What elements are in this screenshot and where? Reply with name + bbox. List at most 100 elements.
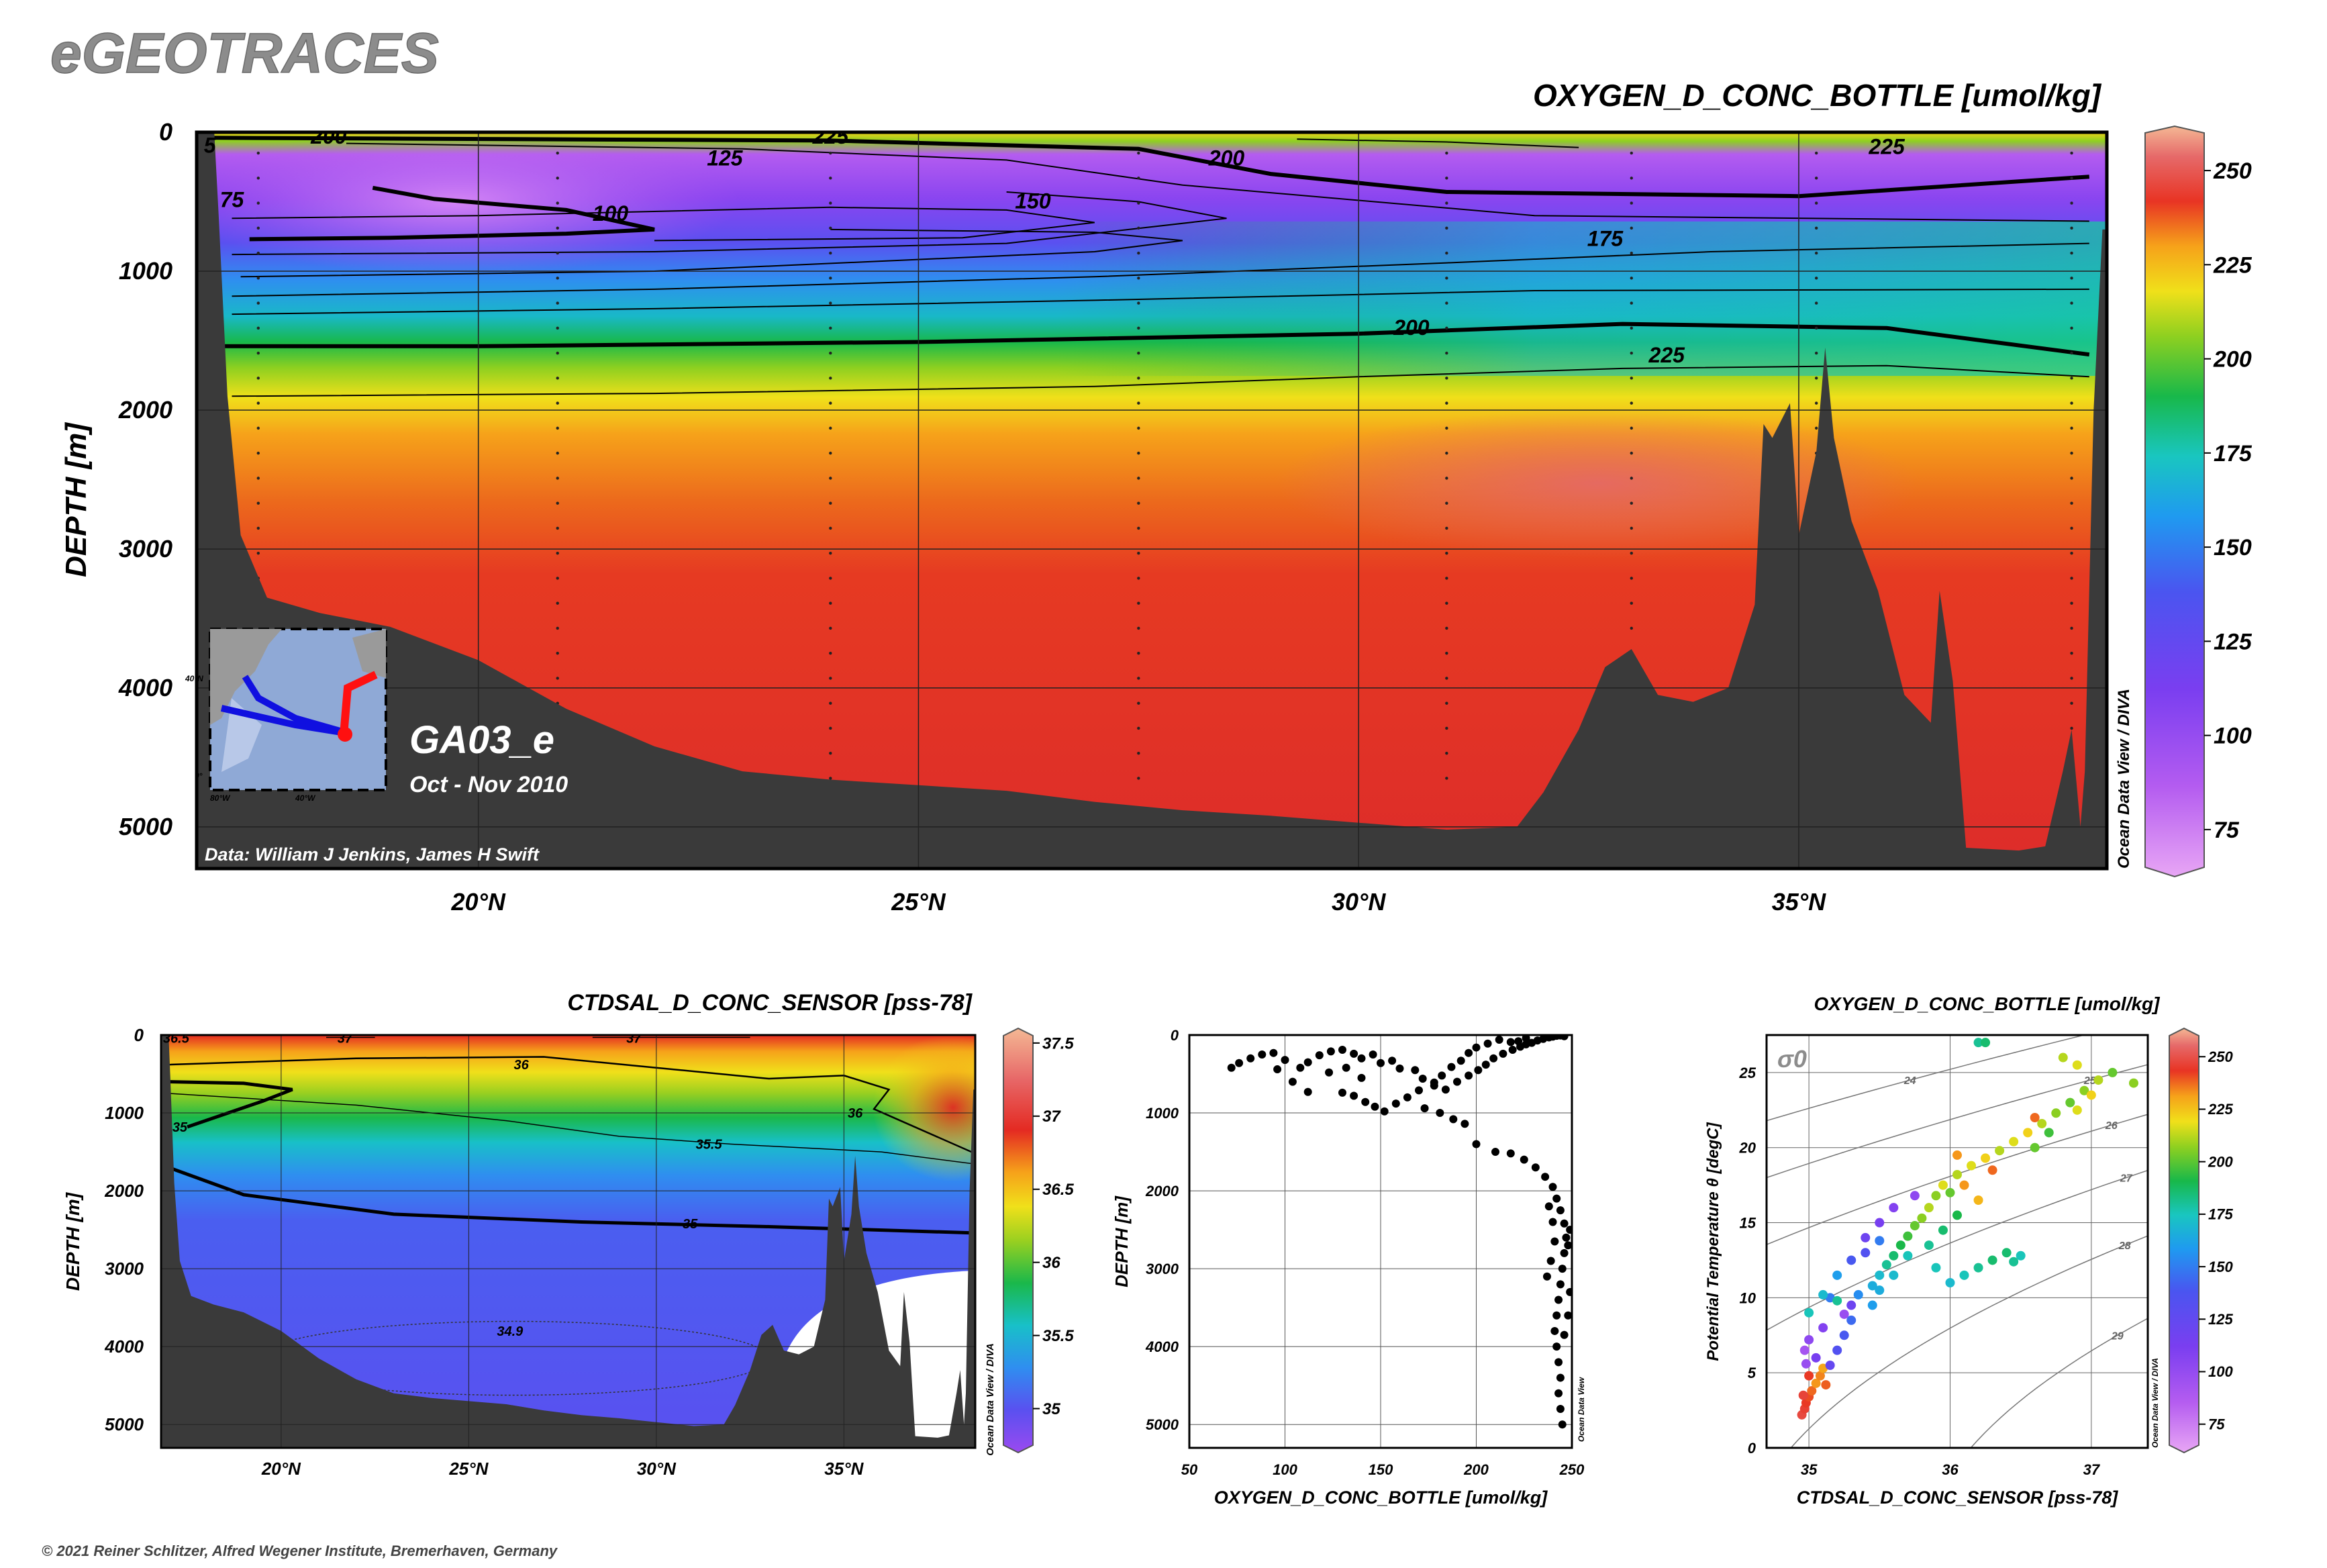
profile-data-point bbox=[1361, 1097, 1370, 1106]
profile-data-point bbox=[1554, 1389, 1563, 1398]
profile-data-point bbox=[1326, 1047, 1335, 1056]
salinity-contour-line bbox=[168, 1056, 972, 1153]
main-station-dot bbox=[256, 551, 260, 555]
profile-data-point bbox=[1288, 1077, 1297, 1086]
main-station-dot bbox=[1814, 401, 1818, 405]
profile-data-point bbox=[1531, 1163, 1540, 1172]
salinity-x-tick-label: 30°N bbox=[637, 1459, 677, 1479]
main-station-dot bbox=[1137, 401, 1140, 405]
main-station-dot bbox=[1445, 701, 1448, 705]
ts-data-point bbox=[1952, 1210, 1962, 1220]
profile-data-point bbox=[1472, 1043, 1481, 1052]
ts-x-tick-label: 36 bbox=[1942, 1461, 1959, 1478]
ts-y-tick-label: 5 bbox=[1748, 1365, 1756, 1381]
ts-data-point bbox=[1818, 1323, 1828, 1333]
main-station-dot bbox=[1445, 451, 1448, 455]
main-station-dot bbox=[1445, 251, 1448, 255]
main-station-dot bbox=[829, 677, 832, 680]
profile-y-tick-label: 0 bbox=[1171, 1027, 1179, 1044]
salinity-contour-label: 35 bbox=[683, 1217, 698, 1232]
main-station-dot bbox=[1814, 201, 1818, 205]
ts-data-point bbox=[1967, 1161, 1977, 1171]
main-contour-label: 200 bbox=[1208, 146, 1245, 170]
colorbar-tick-label: 125 bbox=[2208, 1311, 2233, 1328]
salinity-contour-label: 34.9 bbox=[497, 1324, 524, 1339]
ts-data-point bbox=[1867, 1300, 1877, 1310]
main-contour-labels: 200 225 225 125 100 150 175 200 225 75 200 5 bbox=[204, 132, 1905, 367]
main-station-dot bbox=[256, 426, 260, 430]
profile-data-point bbox=[1556, 1404, 1565, 1413]
main-station-dot bbox=[2070, 626, 2073, 630]
main-station-dot bbox=[1630, 301, 1633, 305]
colorbar-tick-label: 36 bbox=[1042, 1254, 1060, 1272]
profile-data-point bbox=[1456, 1057, 1465, 1065]
ts-data-point bbox=[2058, 1052, 2068, 1063]
colorbar-tick-label: 250 bbox=[2208, 1048, 2233, 1065]
main-station-dot bbox=[556, 601, 559, 605]
profile-data-point bbox=[1566, 1287, 1572, 1296]
ts-data-point bbox=[1995, 1146, 2005, 1156]
profile-data-point bbox=[1418, 1074, 1427, 1083]
ts-data-point bbox=[1807, 1386, 1817, 1396]
main-station-dot bbox=[2070, 551, 2073, 555]
salinity-y-tick-label: 3000 bbox=[105, 1259, 144, 1279]
profile-data-point bbox=[1460, 1120, 1469, 1128]
ts-data-point bbox=[1987, 1165, 1997, 1175]
ts-data-point bbox=[1952, 1169, 1962, 1179]
profile-data-point bbox=[1357, 1054, 1366, 1063]
salinity-contour-label: 37 bbox=[626, 1032, 642, 1046]
profile-data-point bbox=[1453, 1077, 1461, 1086]
main-station-dot bbox=[556, 526, 559, 530]
profile-data-point bbox=[1296, 1063, 1305, 1072]
ts-x-tick-label: 35 bbox=[1801, 1461, 1818, 1478]
ts-data-point bbox=[1931, 1263, 1941, 1273]
salinity-x-tick-label: 20°N bbox=[261, 1459, 301, 1479]
profile-data-point bbox=[1447, 1063, 1456, 1071]
main-contour-label: 150 bbox=[1015, 189, 1051, 213]
ts-isopycnal-label: 24 bbox=[1903, 1075, 1916, 1087]
main-station-dot bbox=[256, 401, 260, 405]
ts-isopycnal-label: 25 bbox=[2083, 1075, 2097, 1087]
salinity-y-axis-label: DEPTH [m] bbox=[62, 1191, 83, 1291]
main-station-dot bbox=[1445, 726, 1448, 730]
ts-data-point bbox=[1818, 1289, 1828, 1300]
ts-data-point bbox=[1973, 1038, 1983, 1048]
main-station-dot bbox=[256, 251, 260, 255]
main-station-dot bbox=[256, 277, 260, 280]
egeotraces-logo: eGEOTRACES bbox=[50, 21, 439, 85]
profile-data-point bbox=[1548, 1183, 1557, 1191]
colorbar-tick-label: 75 bbox=[2214, 818, 2240, 843]
main-station-dot bbox=[1445, 401, 1448, 405]
main-station-dot bbox=[2070, 201, 2073, 205]
main-station-dot bbox=[1445, 752, 1448, 755]
colorbar-tick-label: 200 bbox=[2213, 347, 2252, 373]
profile-data-point bbox=[1303, 1058, 1312, 1067]
profile-data-point bbox=[1542, 1272, 1551, 1281]
ts-data-point bbox=[2072, 1060, 2082, 1070]
main-station-dot bbox=[556, 251, 559, 255]
main-y-tick-label: 3000 bbox=[119, 535, 172, 562]
ts-x-tick-label: 37 bbox=[2083, 1461, 2101, 1478]
ts-data-point bbox=[1825, 1293, 1835, 1303]
ts-data-point bbox=[1945, 1278, 1955, 1287]
main-station-dot bbox=[556, 277, 559, 280]
profile-data-point bbox=[1269, 1048, 1278, 1057]
main-station-dot bbox=[1814, 426, 1818, 430]
ts-data-point bbox=[1804, 1371, 1814, 1381]
main-contour-line bbox=[240, 228, 1183, 278]
ts-data-point bbox=[1981, 1038, 1991, 1048]
main-station-dot bbox=[829, 451, 832, 455]
profile-data-point bbox=[1258, 1050, 1267, 1059]
main-station-dot bbox=[1630, 277, 1633, 280]
ts-data-point bbox=[2051, 1108, 2061, 1118]
main-station-dot bbox=[2070, 301, 2073, 305]
main-station-dot bbox=[256, 377, 260, 380]
inset-map-track-red bbox=[340, 671, 378, 736]
main-station-dot bbox=[2070, 701, 2073, 705]
main-y-tick-label: 1000 bbox=[119, 257, 172, 285]
main-station-dot bbox=[1137, 326, 1140, 330]
ts-data-point bbox=[1973, 1195, 1983, 1205]
odv-credit-ts: Ocean Data View / DIVA bbox=[2150, 1358, 2160, 1448]
ts-data-point bbox=[1903, 1251, 1913, 1261]
main-station-dot bbox=[829, 601, 832, 605]
